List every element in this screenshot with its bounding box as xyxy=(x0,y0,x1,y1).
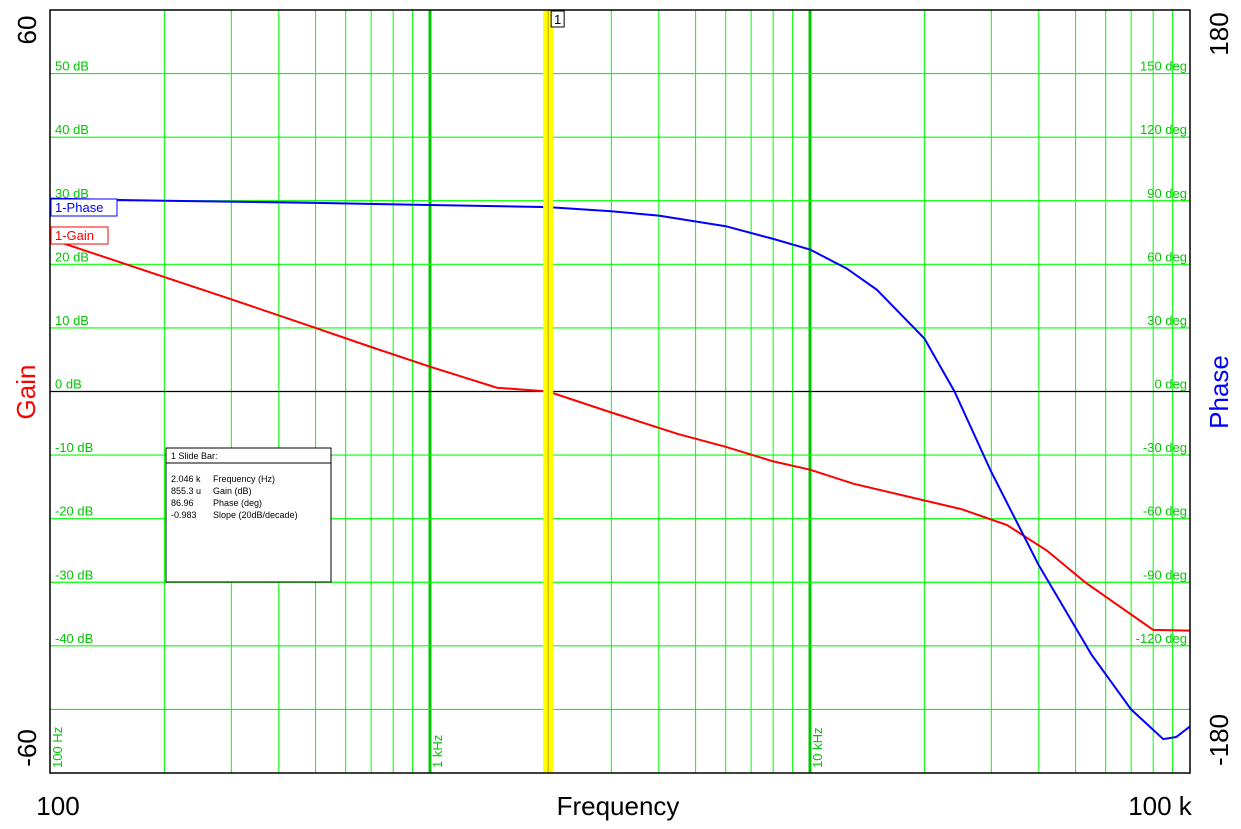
gain-tick-label: -10 dB xyxy=(55,440,93,455)
readout-field-label: Frequency (Hz) xyxy=(213,474,275,484)
gain-curve xyxy=(49,237,1191,632)
plot-frame xyxy=(49,9,1191,774)
phase-tick-label: 150 deg xyxy=(1140,59,1187,74)
readout-field-label: Gain (dB) xyxy=(213,486,252,496)
readout-field-label: Slope (20dB/decade) xyxy=(213,510,298,520)
frequency-tick-label: 10 kHz xyxy=(810,728,825,768)
slide-bar-readout[interactable]: 1 Slide Bar: 2.046 k Frequency (Hz) 855.… xyxy=(165,447,332,583)
gain-tick-label: 0 dB xyxy=(55,377,82,392)
slide-bar-tag xyxy=(550,10,565,28)
x-axis-label: Frequency xyxy=(557,791,680,821)
readout-value: -0.983 xyxy=(171,510,197,520)
gain-tick-label: -40 dB xyxy=(55,631,93,646)
phase-tick-label: 60 deg xyxy=(1147,249,1187,264)
frequency-tick-label: 1 kHz xyxy=(430,735,445,768)
frequency-tick-label: 100 Hz xyxy=(50,727,65,768)
phase-tick-label: 90 deg xyxy=(1147,186,1187,201)
gain-tick-label: 10 dB xyxy=(55,313,89,328)
phase-tick-label: 120 deg xyxy=(1140,122,1187,137)
readout-field-label: Phase (deg) xyxy=(213,498,262,508)
phase-tick-label: 30 deg xyxy=(1147,313,1187,328)
legend-phase: 1-Phase xyxy=(50,198,118,217)
legend-gain: 1-Gain xyxy=(50,226,109,245)
gain-tick-label: 50 dB xyxy=(55,59,89,74)
readout-title: 1 Slide Bar: xyxy=(171,451,218,461)
legend-gain-label: 1-Gain xyxy=(55,228,94,243)
x-start-label: 100 xyxy=(36,791,79,821)
readout-value: 86.96 xyxy=(171,498,194,508)
x-end-label: 100 k xyxy=(1128,791,1193,821)
series-layer xyxy=(49,197,1191,741)
gain-bottom-label: -60 xyxy=(12,729,42,767)
phase-curve xyxy=(49,197,1191,741)
phase-top-label: 180 xyxy=(1204,12,1234,55)
gain-tick-label: 20 dB xyxy=(55,249,89,264)
readout-value: 2.046 k xyxy=(171,474,201,484)
legend-phase-label: 1-Phase xyxy=(55,200,103,215)
gain-axis-label: Gain xyxy=(11,365,41,420)
phase-tick-label: -90 deg xyxy=(1143,567,1187,582)
phase-tick-label: -30 deg xyxy=(1143,440,1187,455)
gain-tick-label: -20 dB xyxy=(55,504,93,519)
gain-tick-label: 40 dB xyxy=(55,122,89,137)
phase-tick-label: -60 deg xyxy=(1143,504,1187,519)
phase-bottom-label: -180 xyxy=(1204,714,1234,766)
gain-top-label: 60 xyxy=(12,16,42,45)
phase-tick-label: -120 deg xyxy=(1136,631,1187,646)
gain-tick-label: -30 dB xyxy=(55,567,93,582)
phase-tick-label: 0 deg xyxy=(1154,377,1187,392)
slide-bar-tag-label: 1 xyxy=(554,12,561,27)
tick-labels: 50 dB 40 dB 30 dB 20 dB 10 dB 0 dB -10 dB -20 d… xyxy=(50,59,1187,768)
gain-tick-label: 30 dB xyxy=(55,186,89,201)
slide-bar-cursor[interactable]: 1 xyxy=(543,10,565,773)
readout-value: 855.3 u xyxy=(171,486,201,496)
phase-axis-label: Phase xyxy=(1204,355,1234,429)
